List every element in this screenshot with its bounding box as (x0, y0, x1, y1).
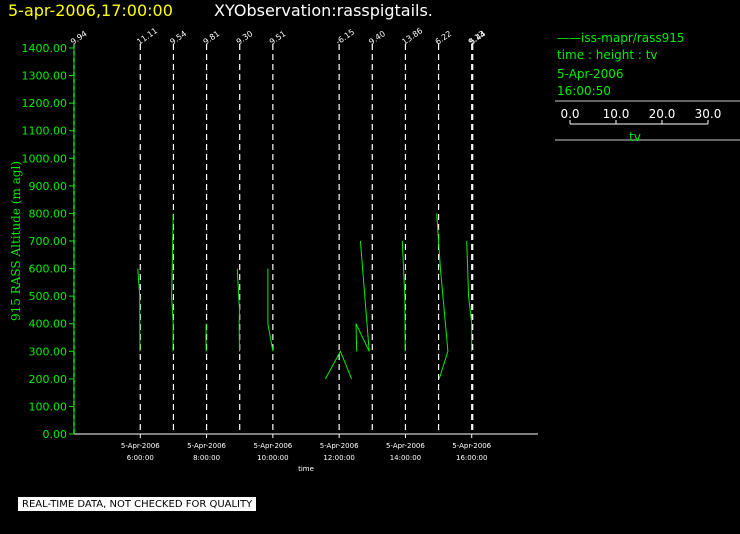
y-tick-label: 100.00 (29, 400, 68, 413)
x-tick-date-label: 5-Apr-2006 (452, 442, 491, 450)
y-tick-label: 600.00 (29, 263, 68, 276)
y-tick-label: 500.00 (29, 290, 68, 303)
tv-scale-label: tv (629, 130, 641, 144)
y-tick-label: 1400.00 (22, 42, 68, 55)
y-tick-label: 1000.00 (22, 152, 68, 165)
profile-label: 9.94 (69, 29, 89, 47)
y-tick-label: 300.00 (29, 345, 68, 358)
x-tick-date-label: 5-Apr-2006 (121, 442, 160, 450)
quality-notice: REAL-TIME DATA, NOT CHECKED FOR QUALITY (18, 497, 257, 511)
legend-series-label: iss-mapr/rass915 (581, 31, 685, 45)
tv-scale-tick-label: 30.0 (695, 107, 722, 121)
y-tick-label: 1100.00 (22, 125, 68, 138)
profile-line (236, 268, 241, 352)
x-tick-time-label: 14:00:00 (390, 454, 421, 462)
y-tick-label: 700.00 (29, 235, 68, 248)
x-tick-time-label: 12:00:00 (323, 454, 354, 462)
tv-scale-tick-label: 0.0 (560, 107, 579, 121)
profile-label: 9.54 (168, 29, 188, 47)
legend-time: 16:00:50 (557, 84, 611, 98)
profile-line (466, 240, 473, 352)
profile-line (355, 240, 370, 352)
y-tick-label: 1300.00 (22, 70, 68, 83)
x-tick-time-label: 8:00:00 (193, 454, 220, 462)
header-observation-title: XYObservation:rasspigtails. (214, 1, 433, 20)
profile-line (171, 213, 174, 352)
profile-label: 9.81 (202, 29, 222, 47)
profile-label: 13.86 (400, 26, 424, 47)
x-tick-date-label: 5-Apr-2006 (320, 442, 359, 450)
x-tick-time-label: 10:00:00 (257, 454, 288, 462)
y-tick-label: 200.00 (29, 373, 68, 386)
x-axis-label: time (298, 465, 314, 473)
y-tick-label: 900.00 (29, 180, 68, 193)
y-tick-label: 0.00 (43, 428, 68, 441)
profile-label: 5.44 (468, 29, 488, 47)
legend-series: ——iss-mapr/rass915 (557, 30, 685, 46)
x-tick-time-label: 16:00:00 (456, 454, 487, 462)
profile-label: 6.22 (434, 29, 454, 47)
x-tick-date-label: 5-Apr-2006 (386, 442, 425, 450)
profile-line (401, 240, 406, 352)
profile-line (436, 213, 449, 380)
tv-scale-tick-label: 10.0 (603, 107, 630, 121)
profile-line (137, 268, 141, 352)
legend-series-swatch: —— (557, 31, 581, 45)
legend-axes-desc: time : height : tv (557, 48, 658, 62)
profile-label: 11.11 (135, 26, 159, 47)
profile-label: 9.30 (235, 29, 255, 47)
profile-line (267, 268, 274, 352)
tv-scale-tick-label: 20.0 (649, 107, 676, 121)
y-tick-label: 800.00 (29, 207, 68, 220)
header-date-time: 5-apr-2006,17:00:00 (8, 1, 173, 20)
profile-line (324, 350, 353, 380)
profile-label: -6.15 (334, 27, 356, 46)
profile-label: 9.40 (367, 29, 387, 47)
x-tick-date-label: 5-Apr-2006 (253, 442, 292, 450)
x-tick-date-label: 5-Apr-2006 (187, 442, 226, 450)
y-axis-label: 915 RASS Altitude (m agl) (9, 161, 23, 321)
profile-label: 9.51 (268, 29, 288, 47)
y-tick-label: 1200.00 (22, 97, 68, 110)
y-tick-label: 400.00 (29, 318, 68, 331)
x-tick-time-label: 6:00:00 (127, 454, 154, 462)
legend-date: 5-Apr-2006 (557, 67, 624, 81)
